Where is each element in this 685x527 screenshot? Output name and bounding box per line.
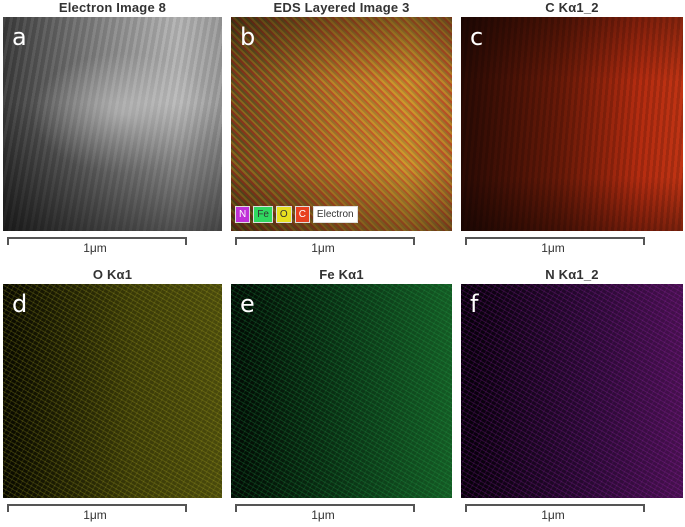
scale-bar: [235, 504, 415, 512]
iron-map-image: e: [231, 284, 452, 498]
scale-bar: [7, 504, 187, 512]
scale-bar-label: 1μm: [83, 508, 107, 522]
panel-letter: e: [240, 290, 255, 318]
panel-letter: b: [240, 23, 256, 51]
scale-bar-label: 1μm: [541, 508, 565, 522]
scale-bar-label: 1μm: [311, 508, 335, 522]
scale-bar: [7, 237, 187, 245]
legend-n: N: [235, 206, 251, 223]
panel-c-carbon-map: C Kα1_2 c 1μm: [461, 0, 683, 260]
scale-bar-label: 1μm: [311, 241, 335, 255]
panel-title: EDS Layered Image 3: [273, 0, 410, 15]
legend-c: C: [294, 206, 310, 223]
scale-bar: [465, 237, 645, 245]
panel-f-nitrogen-map: N Kα1_2 f 1μm: [461, 267, 683, 527]
panel-letter: f: [470, 290, 479, 318]
panel-title: N Kα1_2: [545, 267, 599, 282]
panel-letter: c: [470, 23, 484, 51]
panel-d-oxygen-map: O Kα1 d 1μm: [3, 267, 222, 527]
nitrogen-map-image: f: [461, 284, 683, 498]
scale-bar-label: 1μm: [83, 241, 107, 255]
sem-image: a: [3, 17, 222, 231]
panel-title: Fe Kα1: [319, 267, 364, 282]
carbon-map-image: c: [461, 17, 683, 231]
panel-letter: d: [12, 290, 28, 318]
panel-a-electron-image: Electron Image 8 a 1μm: [3, 0, 222, 260]
panel-e-iron-map: Fe Kα1 e 1μm: [231, 267, 452, 527]
scale-bar: [465, 504, 645, 512]
panel-title: O Kα1: [92, 267, 133, 282]
panel-title: Electron Image 8: [58, 0, 167, 15]
panel-b-eds-layered-image: EDS Layered Image 3 b N Fe O C Electron …: [231, 0, 452, 260]
oxygen-map-image: d: [3, 284, 222, 498]
legend-fe: Fe: [253, 206, 273, 223]
panel-letter: a: [12, 23, 27, 51]
eds-layered-image: b N Fe O C Electron: [231, 17, 452, 231]
legend-electron: Electron: [312, 206, 358, 223]
scale-bar: [235, 237, 415, 245]
legend-o: O: [275, 206, 292, 223]
panel-title: C Kα1_2: [545, 0, 599, 15]
element-legend: N Fe O C Electron: [235, 206, 358, 223]
scale-bar-label: 1μm: [541, 241, 565, 255]
